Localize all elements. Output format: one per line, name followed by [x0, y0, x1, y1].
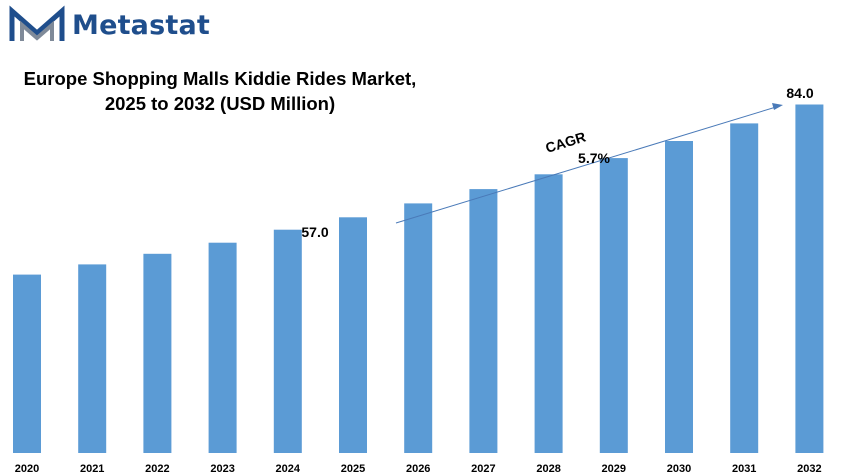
bar-2026: [404, 203, 433, 453]
end-value-label: 84.0: [786, 85, 813, 101]
metastat-m-logo-icon: [9, 5, 65, 41]
start-value-label: 57.0: [301, 224, 328, 240]
x-tick-label-2028: 2028: [536, 463, 560, 475]
x-tick-label-2025: 2025: [341, 463, 365, 475]
bar-2027: [469, 189, 498, 453]
x-tick-label-2032: 2032: [797, 463, 821, 475]
chart-title-line-1: Europe Shopping Malls Kiddie Rides Marke…: [23, 68, 417, 89]
bar-2024: [273, 229, 302, 453]
bar-2021: [78, 264, 107, 453]
bar-2030: [665, 141, 693, 453]
bar-2023: [208, 242, 237, 453]
x-tick-label-2031: 2031: [732, 463, 756, 475]
cagr-trend-arrow: [395, 106, 777, 224]
x-tick-label-2021: 2021: [80, 463, 104, 475]
x-tick-label-2022: 2022: [145, 463, 169, 475]
bar-2029: [599, 158, 628, 453]
x-axis-tick-labels: 2020 2021 2022 2023 2024 2025 2026 2027 2028 2029…: [15, 463, 822, 475]
x-tick-label-2020: 2020: [15, 463, 39, 475]
bar-2020: [13, 274, 41, 453]
brand-name: Metastat: [72, 9, 211, 41]
bar-group: [13, 104, 824, 454]
brand-logo: Metastat: [8, 4, 210, 46]
bar-2032: [795, 104, 824, 453]
chart-title: Europe Shopping Malls Kiddie Rides Marke…: [0, 66, 440, 116]
x-tick-label-2027: 2027: [471, 463, 495, 475]
bar-2025: [339, 217, 367, 453]
x-tick-label-2026: 2026: [406, 463, 430, 475]
bar-2022: [143, 253, 172, 453]
x-tick-label-2030: 2030: [667, 463, 691, 475]
cagr-value: 5.7%: [578, 150, 610, 166]
chart-title-line-2: 2025 to 2032 (USD Million): [104, 93, 336, 114]
x-tick-label-2023: 2023: [210, 463, 234, 475]
bar-2028: [534, 174, 563, 454]
cagr-arrowhead-icon: [772, 103, 783, 110]
x-tick-label-2024: 2024: [276, 463, 301, 475]
x-tick-label-2029: 2029: [602, 463, 626, 475]
bar-2031: [730, 123, 759, 454]
